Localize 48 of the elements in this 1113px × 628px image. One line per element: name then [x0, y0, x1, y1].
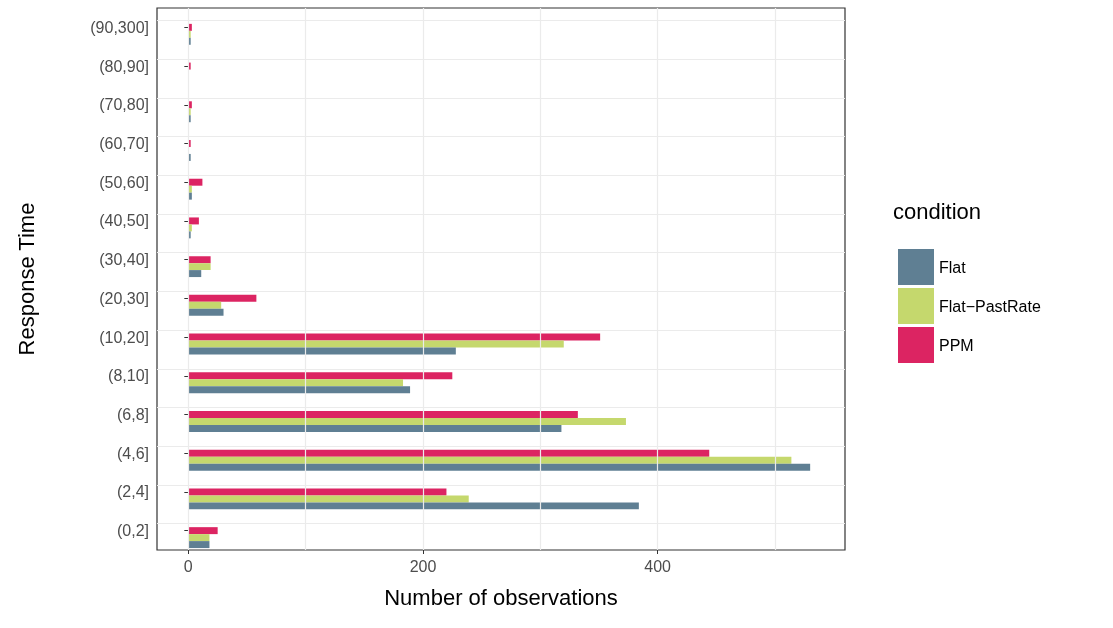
bar: [188, 256, 211, 264]
y-tick-label: (0,2]: [116, 522, 149, 540]
bar: [188, 340, 564, 348]
bar: [188, 308, 224, 316]
bar: [188, 541, 210, 549]
y-tick-label: (40,50]: [99, 212, 149, 230]
bar: [188, 379, 404, 387]
y-tick-label: (10,20]: [99, 328, 149, 346]
bar: [188, 495, 469, 503]
bar: [188, 372, 453, 380]
bar: [188, 488, 447, 496]
y-tick-label: (50,60]: [99, 173, 149, 191]
bar: [188, 294, 257, 302]
bar: [188, 463, 811, 471]
x-tick-label: 400: [644, 557, 672, 575]
x-tick-label: 0: [183, 557, 193, 575]
y-tick-label: (60,70]: [99, 135, 149, 152]
y-tick-label: (8,10]: [108, 367, 149, 385]
legend-title: condition: [893, 198, 982, 224]
bar: [188, 449, 710, 457]
x-axis-title: Number of observations: [384, 584, 618, 610]
bar: [188, 417, 626, 425]
legend-label: PPM: [939, 336, 974, 354]
bar: [188, 456, 792, 464]
bar: [188, 178, 203, 186]
y-tick-label: (4,6]: [116, 444, 149, 462]
x-tick-label: 200: [409, 557, 437, 575]
bar: [188, 386, 411, 394]
bar: [188, 301, 222, 309]
y-tick-label: (2,4]: [116, 483, 149, 501]
bar: [188, 502, 639, 510]
y-tick-label: (6,8]: [116, 406, 149, 423]
bar: [188, 534, 210, 542]
y-tick-label: (30,40]: [99, 251, 149, 269]
y-tick-label: (90,300]: [90, 18, 149, 36]
y-tick-label: (20,30]: [99, 289, 149, 307]
bar: [188, 411, 578, 418]
legend-label: Flat−PastRate: [939, 297, 1041, 315]
bar: [188, 527, 218, 535]
y-tick-label: (80,90]: [99, 57, 149, 75]
y-tick-label: (70,80]: [99, 96, 149, 114]
bar: [188, 333, 601, 341]
y-axis-title: Response Time: [13, 202, 39, 356]
bar: [188, 217, 199, 225]
bar: [188, 263, 211, 271]
bar: [188, 270, 202, 278]
bar: [188, 424, 562, 432]
legend-label: Flat: [939, 258, 967, 276]
